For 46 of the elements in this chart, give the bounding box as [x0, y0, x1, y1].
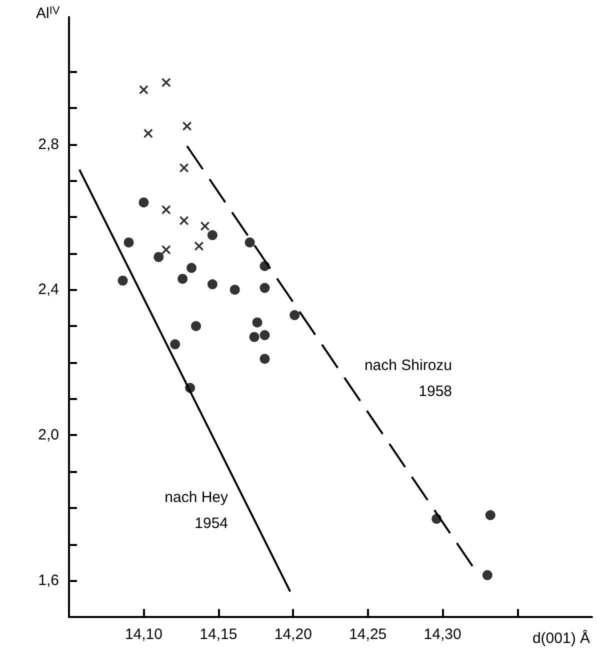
point — [185, 382, 196, 393]
point — [170, 339, 180, 350]
point — [182, 122, 192, 131]
point — [249, 332, 260, 342]
point — [260, 282, 270, 293]
point — [154, 252, 164, 262]
point — [144, 128, 153, 138]
point — [207, 230, 218, 240]
point — [230, 284, 240, 295]
point — [178, 274, 188, 284]
point — [162, 245, 171, 254]
point — [124, 237, 134, 248]
y-tick-label: 2,0 — [38, 426, 59, 444]
point — [260, 330, 270, 340]
point — [118, 276, 128, 286]
point — [186, 262, 197, 273]
point — [162, 78, 171, 87]
point — [207, 279, 218, 290]
y-tick-label: 2,8 — [38, 136, 59, 153]
point — [139, 85, 148, 94]
point — [290, 310, 300, 320]
x-tick-label: 14,10 — [124, 626, 162, 643]
point — [244, 237, 255, 248]
y-tick-label: 2,4 — [38, 281, 59, 298]
x-tick-label: 14,25 — [349, 626, 387, 643]
point — [194, 242, 204, 251]
y-axis-title: Al$^{IV}$ — [36, 4, 60, 24]
point — [252, 317, 262, 328]
x-tick-label: 14,20 — [274, 626, 312, 643]
point — [200, 222, 210, 231]
point — [482, 570, 492, 580]
point — [191, 321, 202, 332]
point — [485, 510, 496, 520]
annotation: nach Shirozu 1958 — [364, 357, 452, 400]
x-tick-label: 14,15 — [200, 626, 238, 643]
point — [180, 216, 189, 226]
x-tick-label: 14,30 — [424, 626, 462, 643]
point — [432, 514, 442, 524]
y-tick-label: 1,6 — [38, 572, 59, 590]
x-axis-title: d(001) Å — [532, 629, 590, 647]
point — [162, 205, 171, 214]
annotation: nach Hey 1954 — [164, 489, 228, 532]
point — [138, 197, 149, 208]
point — [180, 163, 189, 172]
point — [260, 261, 270, 272]
point — [260, 354, 270, 364]
